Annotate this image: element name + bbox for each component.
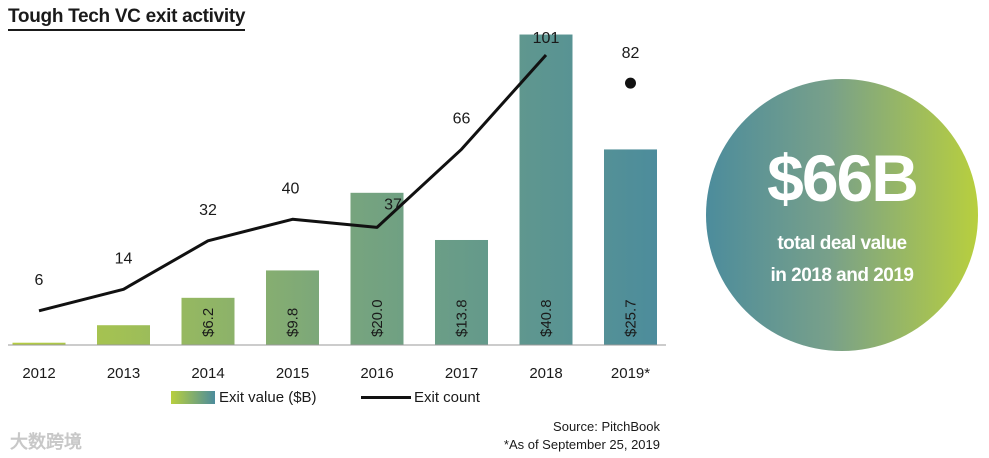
line-value-label: 37 xyxy=(384,196,402,213)
chart-plot: 2012 2013 2014 $6.2 2015 $9.8 2016 $20.0 2017 $13… xyxy=(8,30,666,382)
bar-2013 xyxy=(97,325,150,345)
x-tick-label: 2019* xyxy=(611,365,650,382)
bar-value-label: $40.8 xyxy=(538,299,555,337)
callout-line-2: in 2018 and 2019 xyxy=(770,265,914,286)
bar-value-label: $13.8 xyxy=(454,299,471,337)
bar-2012 xyxy=(12,342,66,345)
line-value-label: 82 xyxy=(622,45,640,62)
line-value-label: 14 xyxy=(115,250,133,267)
x-tick-label: 2016 xyxy=(360,365,393,382)
footnote: *As of September 25, 2019 xyxy=(503,437,660,452)
bar-value-label: $25.7 xyxy=(623,299,640,337)
chart-title: Tough Tech VC exit activity xyxy=(8,6,245,31)
x-tick-label: 2012 xyxy=(22,365,55,382)
callout-line-1: total deal value xyxy=(777,233,907,254)
callout-value: $66B xyxy=(767,141,919,215)
bar-2014 xyxy=(181,297,235,345)
bar-2015 xyxy=(266,270,319,345)
x-tick-label: 2017 xyxy=(445,365,478,382)
total-value-callout: $66B total deal value in 2018 and 2019 xyxy=(706,79,978,351)
legend-swatch-exit-count xyxy=(361,396,411,399)
x-tick-label: 2015 xyxy=(276,365,309,382)
line-value-label: 32 xyxy=(199,202,217,219)
exit-count-line xyxy=(38,53,548,313)
watermark: 大数跨境 xyxy=(10,432,82,452)
line-value-label: 6 xyxy=(35,272,44,289)
bar-2017 xyxy=(435,239,488,345)
line-value-label: 40 xyxy=(282,180,300,197)
bar-value-label: $20.0 xyxy=(369,299,386,337)
x-tick-label: 2018 xyxy=(529,365,562,382)
bar-value-label: $6.2 xyxy=(200,308,217,337)
legend-label-exit-value: Exit value ($B) xyxy=(219,389,317,406)
x-tick-label: 2014 xyxy=(191,365,224,382)
x-tick-label: 2013 xyxy=(107,365,140,382)
bar-2018 xyxy=(519,34,573,346)
source-note: Source: PitchBook xyxy=(553,419,660,434)
legend-label-exit-count: Exit count xyxy=(414,389,480,406)
bar-value-label: $9.8 xyxy=(285,308,302,337)
legend-swatch-exit-value xyxy=(171,391,215,404)
bar-2019 xyxy=(604,149,657,345)
line-value-label: 101 xyxy=(533,30,560,47)
line-value-label: 66 xyxy=(453,110,471,127)
bar-2016 xyxy=(350,192,404,345)
exit-count-point-2019 xyxy=(625,77,636,89)
